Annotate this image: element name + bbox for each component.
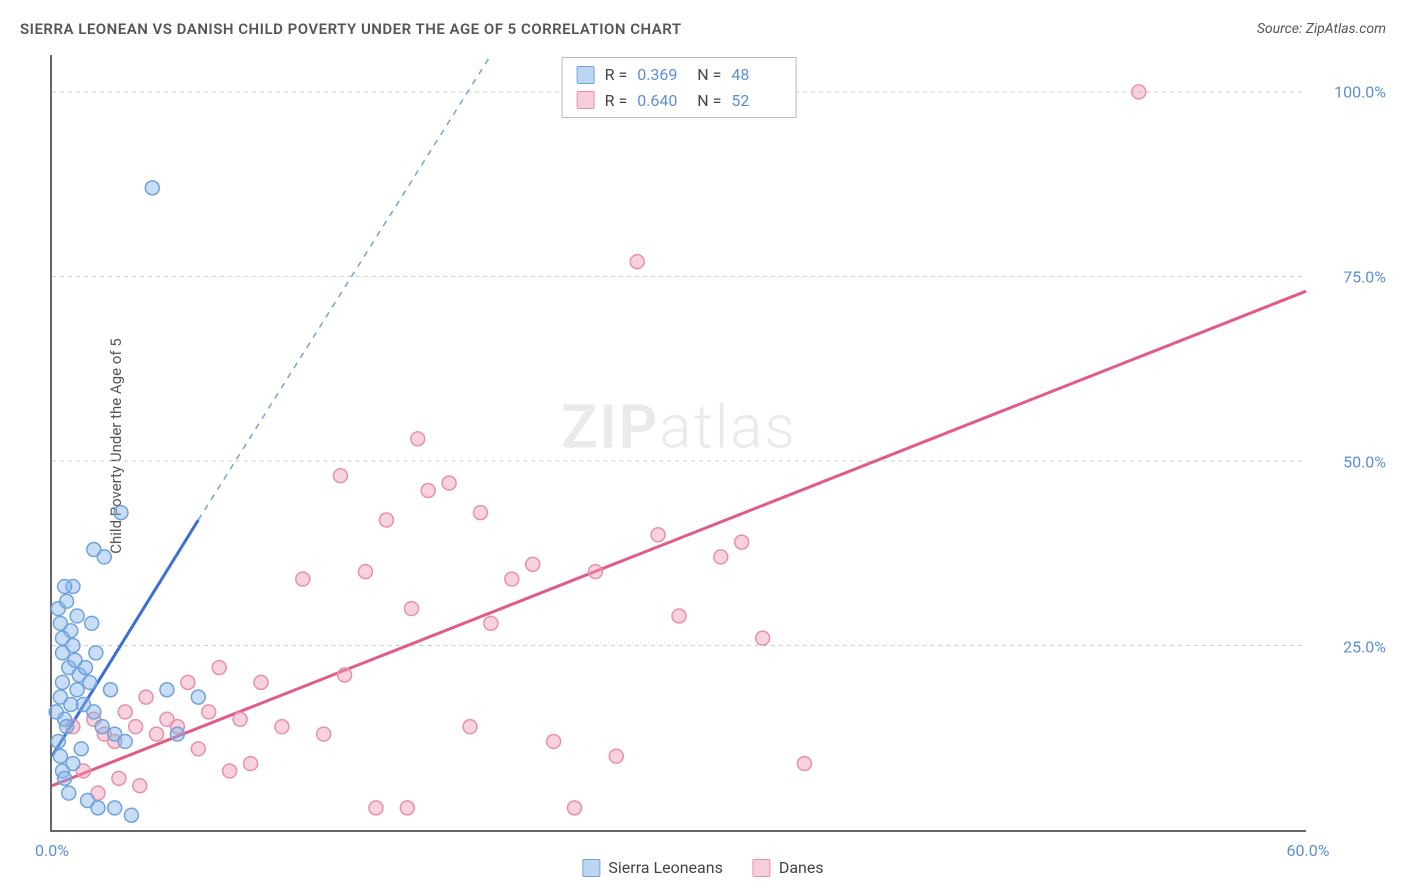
chart-svg: [52, 55, 1306, 830]
x-tick-label: 60.0%: [1287, 841, 1330, 860]
r-label: R =: [605, 88, 628, 114]
n-value: 52: [731, 88, 781, 114]
chart-title: SIERRA LEONEAN VS DANISH CHILD POVERTY U…: [20, 20, 682, 38]
legend-item-series-0: Sierra Leoneans: [582, 858, 722, 877]
n-label: N =: [697, 88, 721, 114]
legend-swatch-series-1: [577, 91, 595, 109]
series-legend: Sierra Leoneans Danes: [582, 858, 823, 877]
y-tick-label: 25.0%: [1316, 638, 1386, 657]
r-value: 0.369: [637, 62, 687, 88]
y-tick-label: 50.0%: [1316, 453, 1386, 472]
legend-label: Danes: [779, 858, 824, 877]
y-tick-label: 100.0%: [1316, 83, 1386, 102]
legend-label: Sierra Leoneans: [608, 858, 722, 877]
n-label: N =: [697, 62, 721, 88]
correlation-legend-box: R = 0.369 N = 48 R = 0.640 N = 52: [562, 57, 797, 118]
legend-item-series-1: Danes: [753, 858, 824, 877]
legend-swatch-series-0: [582, 859, 600, 877]
legend-swatch-series-0: [577, 66, 595, 84]
y-tick-label: 75.0%: [1316, 268, 1386, 287]
source-attribution: Source: ZipAtlas.com: [1257, 21, 1386, 37]
r-value: 0.640: [637, 88, 687, 114]
legend-row-series-1: R = 0.640 N = 52: [577, 88, 782, 114]
x-tick-label: 0.0%: [35, 841, 69, 860]
r-label: R =: [605, 62, 628, 88]
chart-plot-area: R = 0.369 N = 48 R = 0.640 N = 52 ZIPatl…: [50, 55, 1306, 832]
legend-swatch-series-1: [753, 859, 771, 877]
legend-row-series-0: R = 0.369 N = 48: [577, 62, 782, 88]
n-value: 48: [731, 62, 781, 88]
